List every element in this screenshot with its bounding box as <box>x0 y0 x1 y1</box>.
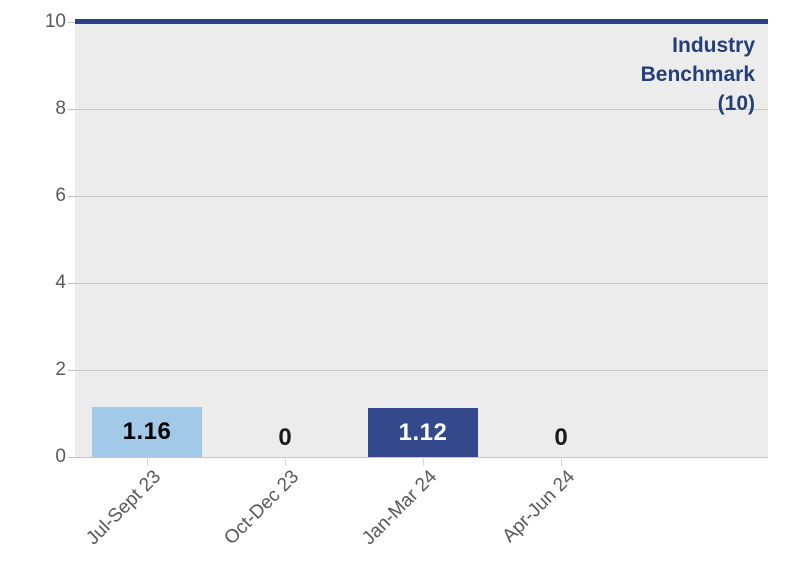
y-tick-mark <box>68 283 75 284</box>
plot-area <box>75 22 768 457</box>
gridline-y-4 <box>75 283 768 284</box>
bar-value-label: 0 <box>278 424 292 451</box>
y-tick-mark <box>68 370 75 371</box>
y-tick-label: 2 <box>55 359 66 380</box>
y-tick-mark <box>68 457 75 458</box>
gridline-y-6 <box>75 196 768 197</box>
gridline-y-0 <box>75 457 768 458</box>
bar-Jan-Mar 24: 1.12 <box>368 408 478 457</box>
x-axis-label: Oct-Dec 23 <box>220 466 304 550</box>
x-axis-label: Apr-Jun 24 <box>498 466 580 547</box>
y-tick-label: 6 <box>55 185 66 206</box>
bar-value-label: 1.16 <box>122 418 172 445</box>
x-axis-label: Jan-Mar 24 <box>358 466 442 550</box>
bar-value-label: 0 <box>554 424 568 451</box>
x-axis-label: Jul-Sept 23 <box>82 466 166 550</box>
gridline-y-2 <box>75 370 768 371</box>
benchmark-label: Industry Benchmark (10) <box>641 31 755 118</box>
x-tick-mark <box>561 457 562 466</box>
y-tick-mark <box>68 196 75 197</box>
bar-Jul-Sept 23: 1.16 <box>92 407 202 457</box>
benchmark-label-line: Benchmark <box>640 63 755 86</box>
benchmark-label-line: Industry <box>672 34 755 57</box>
y-tick-label: 10 <box>44 11 66 32</box>
y-tick-mark <box>68 109 75 110</box>
gridline-y-8 <box>75 109 768 110</box>
benchmark-label-line: (10) <box>717 92 755 115</box>
y-tick-mark <box>68 22 75 23</box>
y-tick-label: 0 <box>55 446 66 467</box>
bar-value-label: 1.12 <box>398 418 448 446</box>
x-tick-mark <box>423 457 424 466</box>
y-tick-label: 4 <box>55 272 66 293</box>
x-tick-mark <box>285 457 286 466</box>
x-tick-mark <box>147 457 148 466</box>
y-tick-label: 8 <box>55 98 66 119</box>
benchmark-line <box>75 19 768 24</box>
